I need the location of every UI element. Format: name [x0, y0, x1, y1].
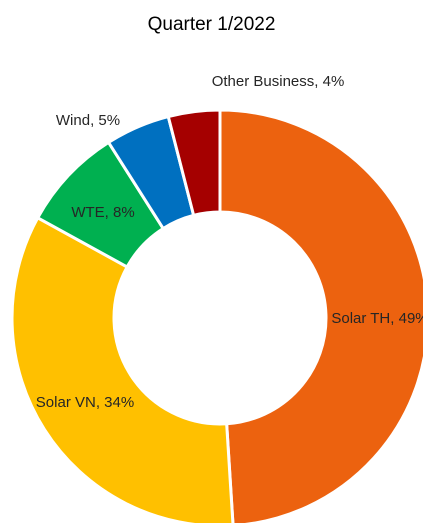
data-label: Wind, 5% — [55, 112, 121, 129]
donut-slice — [10, 215, 235, 523]
data-label: Solar VN, 34% — [35, 394, 135, 411]
donut-slice — [218, 108, 423, 523]
chart-title: Quarter 1/2022 — [147, 14, 276, 35]
data-label: Solar TH, 49% — [331, 310, 423, 327]
donut-slice — [166, 108, 222, 218]
data-label: Other Business, 4% — [211, 73, 345, 90]
data-label: WTE, 8% — [71, 204, 135, 221]
